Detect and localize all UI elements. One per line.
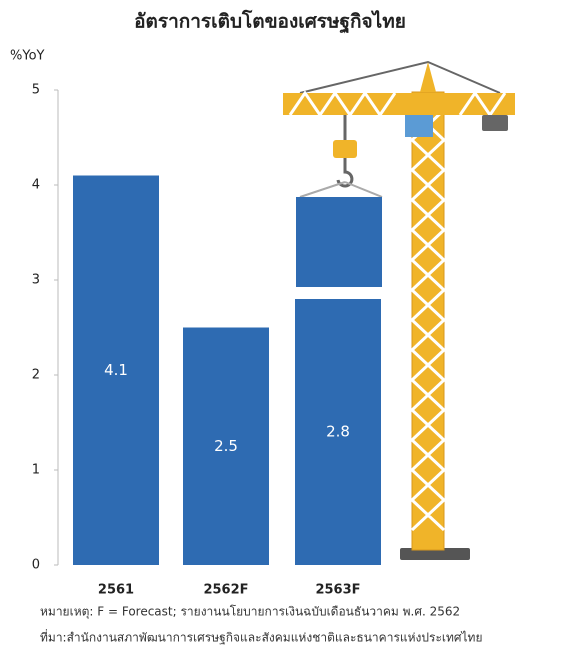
value-label: 4.1 (104, 361, 128, 379)
y-tick-label: 3 (32, 273, 40, 288)
y-tick-label: 4 (32, 178, 40, 193)
y-axis-label: %YoY (10, 49, 45, 64)
source: ที่มา:สำนักงานสภาพัฒนาการเศรษฐกิจและสังค… (40, 629, 483, 645)
y-tick-label: 0 (32, 558, 40, 573)
x-tick-label: 2563F (315, 583, 360, 598)
x-tick-label: 2561 (98, 583, 134, 598)
chart-title: อัตราการเติบโตของเศรษฐกิจไทย (134, 10, 406, 35)
value-label: 2.5 (214, 437, 238, 455)
value-label: 2.8 (326, 423, 350, 441)
y-tick-label: 2 (32, 368, 40, 383)
x-tick-label: 2562F (203, 583, 248, 598)
y-tick-label: 1 (32, 463, 40, 478)
note: หมายเหตุ: F = Forecast; รายงานนโยบายการเ… (40, 605, 460, 620)
chart: อัตราการเติบโตของเศรษฐกิจไทย %YoY หมายเห… (0, 0, 573, 652)
y-tick-label: 5 (32, 83, 40, 98)
